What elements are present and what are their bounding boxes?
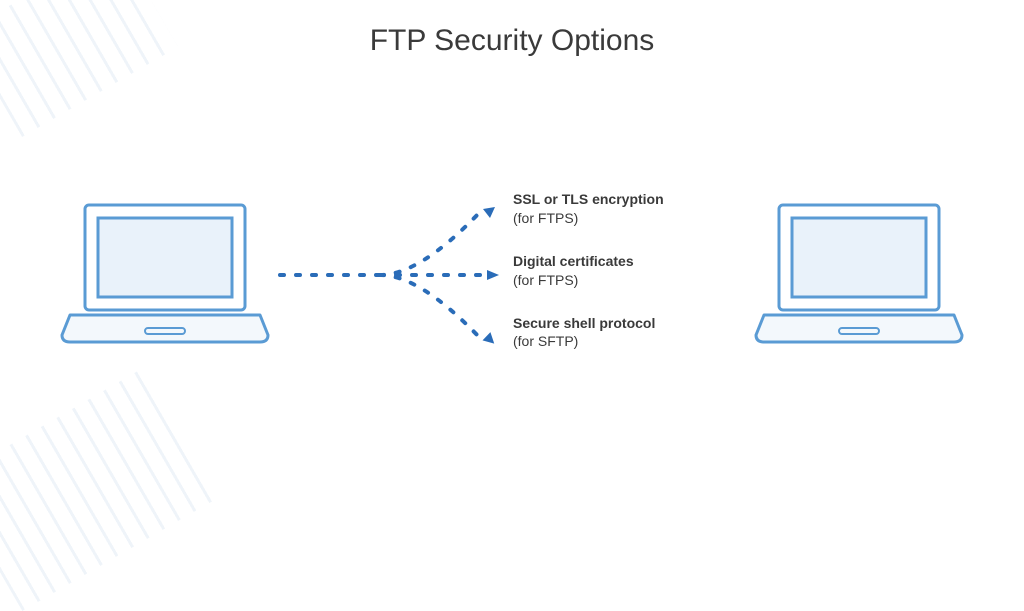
option-item: Digital certificates (for FTPS): [513, 252, 733, 290]
diagram-container: SSL or TLS encryption (for FTPS) Digital…: [0, 160, 1024, 420]
option-title: Secure shell protocol: [513, 314, 733, 333]
bg-stripes-top-left: [0, 0, 178, 137]
laptop-left-icon: [60, 200, 270, 350]
option-item: SSL or TLS encryption (for FTPS): [513, 190, 733, 228]
options-list: SSL or TLS encryption (for FTPS) Digital…: [513, 190, 733, 375]
option-item: Secure shell protocol (for SFTP): [513, 314, 733, 352]
option-subtitle: (for FTPS): [513, 209, 733, 228]
option-subtitle: (for SFTP): [513, 332, 733, 351]
option-subtitle: (for FTPS): [513, 271, 733, 290]
option-title: SSL or TLS encryption: [513, 190, 733, 209]
laptop-right-icon: [754, 200, 964, 350]
page-title: FTP Security Options: [0, 24, 1024, 58]
option-title: Digital certificates: [513, 252, 733, 271]
connection-arrows: [270, 160, 510, 400]
